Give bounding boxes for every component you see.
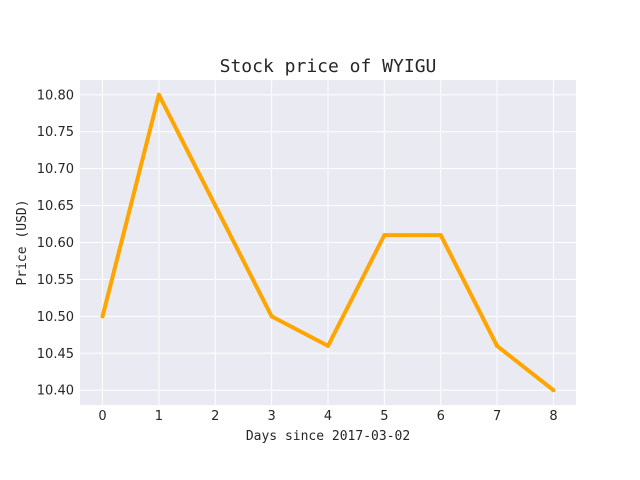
data-point (213, 203, 218, 208)
y-tick-label: 10.40 (37, 384, 74, 399)
y-tick-label: 10.80 (37, 88, 74, 103)
y-tick-label: 10.65 (37, 199, 74, 214)
series-layer (100, 92, 556, 393)
x-tick-label: 5 (380, 409, 388, 424)
data-point (495, 343, 500, 348)
data-point (269, 314, 274, 319)
x-tick-label: 1 (155, 409, 163, 424)
data-point (156, 92, 161, 97)
x-tick-label: 8 (549, 409, 557, 424)
data-point (438, 233, 443, 238)
y-tick-label: 10.75 (37, 125, 74, 140)
x-tick-label: 2 (211, 409, 219, 424)
y-tick-label: 10.60 (37, 236, 74, 251)
x-tick-label: 7 (493, 409, 501, 424)
data-point (100, 314, 105, 319)
y-tick-label: 10.45 (37, 347, 74, 362)
y-tick-label: 10.70 (37, 162, 74, 177)
tick-labels: 0 1 2 3 4 5 6 7 8 10.40 10.45 10.50 10.55 10.60 10.65 1… (37, 88, 558, 424)
data-point (382, 233, 387, 238)
y-axis-label: Price (USD) (15, 199, 30, 285)
x-tick-label: 4 (324, 409, 332, 424)
x-axis-label: Days since 2017-03-02 (246, 429, 410, 444)
data-point (326, 343, 330, 348)
x-tick-label: 6 (437, 409, 445, 424)
grid-layer (80, 80, 576, 405)
y-tick-label: 10.50 (37, 310, 74, 325)
data-point (551, 388, 556, 393)
x-tick-label: 0 (98, 409, 106, 424)
x-tick-label: 3 (267, 409, 275, 424)
y-tick-label: 10.55 (37, 273, 74, 288)
chart-title: Stock price of WYIGU (220, 56, 437, 77)
